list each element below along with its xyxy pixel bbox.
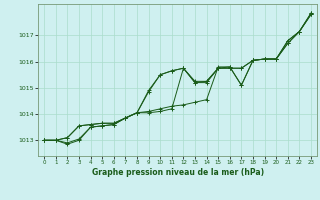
X-axis label: Graphe pression niveau de la mer (hPa): Graphe pression niveau de la mer (hPa) — [92, 168, 264, 177]
